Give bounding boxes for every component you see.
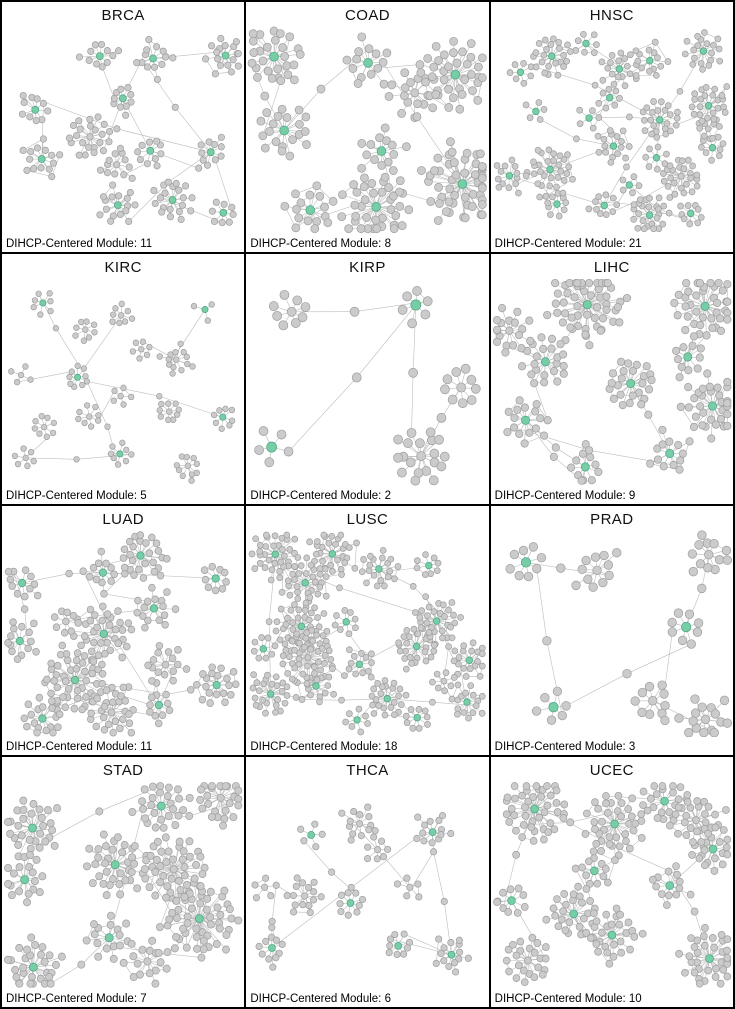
panel-title: HNSC bbox=[589, 7, 634, 24]
panel-kirp: KIRP DIHCP-Centered Module: 2 bbox=[246, 253, 489, 504]
module-caption-label: DIHCP-Centered Module: bbox=[494, 741, 626, 754]
module-caption: DIHCP-Centered Module: 2 bbox=[250, 490, 391, 502]
panel-lihc: LIHC DIHCP-Centered Module: 9 bbox=[490, 253, 733, 504]
network-graph bbox=[247, 26, 488, 234]
module-count: 9 bbox=[628, 489, 636, 502]
module-caption-label: DIHCP-Centered Module: bbox=[494, 993, 626, 1005]
module-count: 18 bbox=[384, 741, 398, 754]
panel-title: BRCA bbox=[101, 7, 145, 24]
network-graph bbox=[251, 803, 473, 976]
module-caption: DIHCP-Centered Module: 21 bbox=[495, 238, 642, 250]
panel-title: THCA bbox=[346, 762, 389, 780]
panel-kirc: KIRC DIHCP-Centered Module: 5 bbox=[2, 253, 245, 504]
network-graph bbox=[4, 530, 240, 736]
panel-brca: BRCA DIHCP-Centered Module: 11 bbox=[2, 2, 245, 252]
module-caption: DIHCP-Centered Module: 6 bbox=[250, 993, 391, 1005]
module-caption: DIHCP-Centered Module: 9 bbox=[495, 490, 636, 502]
network-graph bbox=[18, 34, 242, 227]
module-caption-label: DIHCP-Centered Module: bbox=[250, 237, 382, 250]
network-graph bbox=[505, 529, 732, 737]
module-count: 3 bbox=[628, 741, 636, 754]
panel-title: KIRP bbox=[349, 258, 386, 276]
module-caption: DIHCP-Centered Module: 11 bbox=[6, 238, 152, 250]
network-graph bbox=[254, 285, 481, 486]
network-graph bbox=[493, 29, 730, 233]
module-count: 11 bbox=[140, 237, 153, 250]
module-caption: DIHCP-Centered Module: 3 bbox=[495, 741, 636, 753]
panel-title: LUAD bbox=[102, 510, 144, 528]
panel-hnsc: HNSC DIHCP-Centered Module: 21 bbox=[490, 2, 733, 252]
module-count: 2 bbox=[384, 489, 391, 502]
network-graph bbox=[492, 278, 732, 485]
module-count: 5 bbox=[140, 489, 147, 502]
network-graph bbox=[4, 782, 243, 988]
panel-prad: PRAD DIHCP-Centered Module: 3 bbox=[490, 505, 733, 756]
network-graph bbox=[8, 289, 236, 484]
module-count: 6 bbox=[384, 993, 391, 1005]
module-caption-label: DIHCP-Centered Module: bbox=[494, 237, 626, 250]
module-count: 21 bbox=[628, 237, 642, 250]
module-caption-label: DIHCP-Centered Module: bbox=[6, 741, 138, 754]
module-caption-label: DIHCP-Centered Module: bbox=[494, 489, 626, 502]
module-caption: DIHCP-Centered Module: 11 bbox=[6, 741, 152, 753]
module-caption-label: DIHCP-Centered Module: bbox=[6, 489, 138, 502]
module-caption-label: DIHCP-Centered Module: bbox=[250, 489, 382, 502]
panel-ucec: UCEC DIHCP-Centered Module: 10 bbox=[490, 757, 733, 1007]
panel-luad: LUAD DIHCP-Centered Module: 11 bbox=[2, 505, 245, 756]
panel-title: LUSC bbox=[346, 510, 389, 528]
module-caption: DIHCP-Centered Module: 5 bbox=[6, 490, 147, 502]
panel-thca: THCA DIHCP-Centered Module: 6 bbox=[246, 757, 489, 1007]
panel-stad: STAD DIHCP-Centered Module: 7 bbox=[2, 757, 245, 1007]
panel-lusc: LUSC DIHCP-Centered Module: 18 bbox=[246, 505, 489, 756]
panel-title: KIRC bbox=[104, 258, 142, 276]
module-caption: DIHCP-Centered Module: 10 bbox=[495, 993, 642, 1005]
module-caption: DIHCP-Centered Module: 18 bbox=[250, 741, 397, 753]
panel-title: PRAD bbox=[590, 510, 634, 528]
panel-title: STAD bbox=[102, 762, 144, 780]
module-count: 7 bbox=[140, 993, 147, 1005]
module-caption: DIHCP-Centered Module: 8 bbox=[250, 238, 391, 250]
module-count: 10 bbox=[628, 993, 642, 1005]
module-caption-label: DIHCP-Centered Module: bbox=[250, 993, 382, 1005]
module-caption-label: DIHCP-Centered Module: bbox=[6, 237, 138, 250]
module-caption-label: DIHCP-Centered Module: bbox=[6, 993, 138, 1005]
module-caption: DIHCP-Centered Module: 7 bbox=[6, 993, 147, 1005]
network-graph bbox=[248, 531, 487, 735]
panel-title: LIHC bbox=[593, 258, 630, 276]
panel-title: COAD bbox=[345, 7, 390, 24]
panel-title: UCEC bbox=[589, 762, 634, 780]
module-caption-label: DIHCP-Centered Module: bbox=[250, 741, 382, 754]
panel-coad: COAD DIHCP-Centered Module: 8 bbox=[246, 2, 489, 252]
network-graph bbox=[492, 782, 731, 988]
module-count: 8 bbox=[384, 237, 391, 250]
module-count: 11 bbox=[140, 741, 153, 754]
